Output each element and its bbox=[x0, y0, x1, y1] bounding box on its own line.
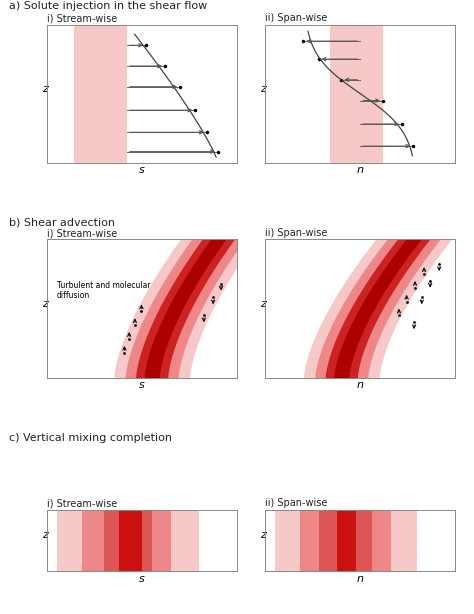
Bar bbox=[352, 25, 361, 163]
Text: c) Vertical mixing completion: c) Vertical mixing completion bbox=[9, 433, 173, 443]
Bar bbox=[142, 510, 157, 571]
X-axis label: s: s bbox=[139, 166, 145, 176]
Text: i) Stream-wise: i) Stream-wise bbox=[47, 228, 118, 238]
Bar bbox=[356, 510, 375, 571]
Text: ii) Span-wise: ii) Span-wise bbox=[265, 14, 328, 23]
Bar bbox=[372, 510, 394, 571]
X-axis label: n: n bbox=[357, 381, 364, 391]
Bar bbox=[319, 510, 341, 571]
Y-axis label: z: z bbox=[260, 530, 265, 540]
Bar bbox=[275, 510, 300, 571]
Bar bbox=[348, 25, 365, 163]
X-axis label: s: s bbox=[139, 381, 145, 391]
Text: b) Shear advection: b) Shear advection bbox=[9, 218, 116, 228]
X-axis label: n: n bbox=[357, 166, 364, 176]
Text: ii) Span-wise: ii) Span-wise bbox=[265, 499, 328, 508]
Text: ii) Span-wise: ii) Span-wise bbox=[265, 228, 328, 238]
Text: i) Stream-wise: i) Stream-wise bbox=[47, 499, 118, 508]
Bar bbox=[57, 510, 82, 571]
Bar bbox=[337, 510, 360, 571]
Bar bbox=[85, 25, 116, 163]
Bar bbox=[391, 510, 417, 571]
Y-axis label: z: z bbox=[42, 298, 47, 308]
Text: a) Solute injection in the shear flow: a) Solute injection in the shear flow bbox=[9, 1, 208, 11]
Bar bbox=[96, 25, 105, 163]
Bar bbox=[74, 25, 127, 163]
X-axis label: n: n bbox=[357, 574, 364, 584]
Bar bbox=[104, 510, 123, 571]
Bar bbox=[330, 25, 383, 163]
Y-axis label: z: z bbox=[260, 84, 265, 93]
Bar bbox=[152, 510, 174, 571]
Text: Turbulent and molecular
diffusion: Turbulent and molecular diffusion bbox=[57, 281, 151, 300]
Y-axis label: z: z bbox=[42, 84, 47, 93]
X-axis label: s: s bbox=[139, 574, 145, 584]
Bar bbox=[82, 510, 104, 571]
Y-axis label: z: z bbox=[260, 298, 265, 308]
Y-axis label: z: z bbox=[42, 530, 47, 540]
Bar bbox=[300, 510, 322, 571]
Text: i) Stream-wise: i) Stream-wise bbox=[47, 14, 118, 23]
Bar bbox=[119, 510, 146, 571]
Bar bbox=[341, 25, 372, 163]
Bar bbox=[171, 510, 199, 571]
Bar bbox=[92, 25, 109, 163]
